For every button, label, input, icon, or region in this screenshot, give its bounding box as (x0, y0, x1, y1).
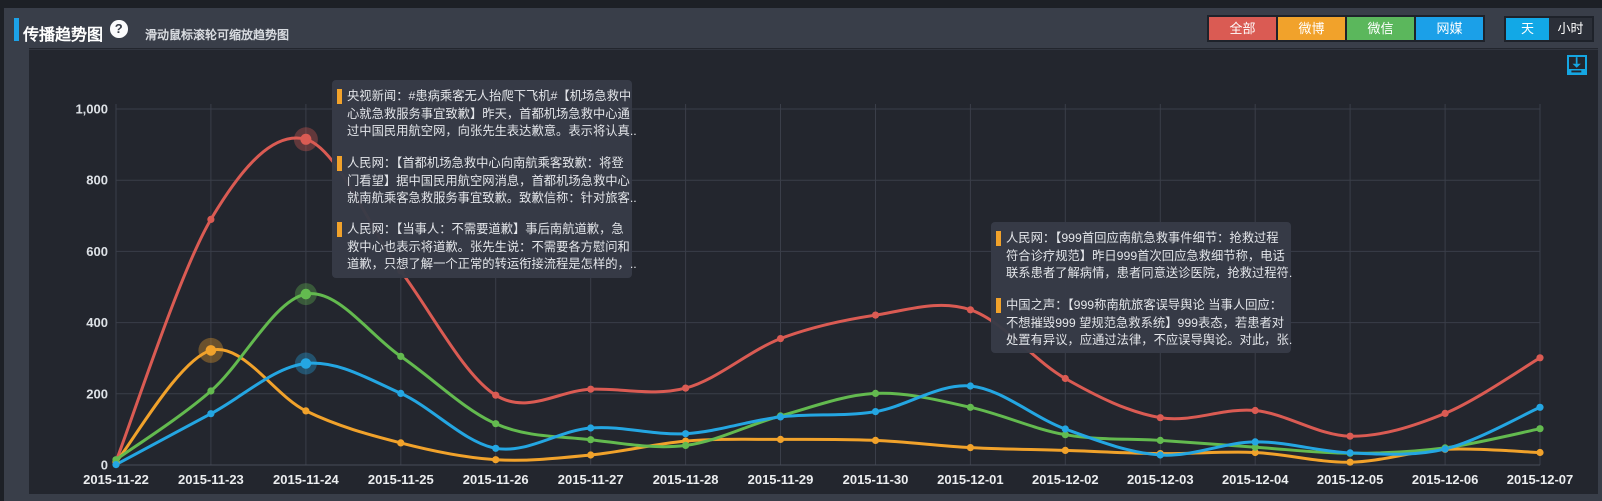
svg-text:800: 800 (86, 173, 108, 188)
svg-text:2015-12-04: 2015-12-04 (1222, 472, 1289, 487)
svg-text:2015-11-22: 2015-11-22 (83, 472, 149, 487)
svg-text:2015-11-30: 2015-11-30 (843, 472, 909, 487)
svg-text:2015-12-02: 2015-12-02 (1032, 472, 1099, 487)
svg-text:2015-11-25: 2015-11-25 (368, 472, 434, 487)
svg-text:600: 600 (86, 244, 108, 259)
svg-text:2015-11-26: 2015-11-26 (463, 472, 529, 487)
svg-text:2015-12-07: 2015-12-07 (1507, 472, 1574, 487)
svg-text:2015-12-06: 2015-12-06 (1412, 472, 1479, 487)
svg-text:2015-12-03: 2015-12-03 (1127, 472, 1194, 487)
svg-text:2015-11-29: 2015-11-29 (748, 472, 814, 487)
svg-text:0: 0 (101, 458, 108, 473)
svg-text:400: 400 (86, 315, 108, 330)
svg-text:2015-11-24: 2015-11-24 (273, 472, 340, 487)
svg-text:2015-12-05: 2015-12-05 (1317, 472, 1384, 487)
svg-text:200: 200 (86, 386, 108, 401)
svg-text:2015-11-23: 2015-11-23 (178, 472, 244, 487)
svg-text:1,000: 1,000 (75, 102, 108, 117)
svg-text:2015-11-28: 2015-11-28 (653, 472, 719, 487)
svg-text:2015-12-01: 2015-12-01 (937, 472, 1004, 487)
svg-text:2015-11-27: 2015-11-27 (558, 472, 624, 487)
